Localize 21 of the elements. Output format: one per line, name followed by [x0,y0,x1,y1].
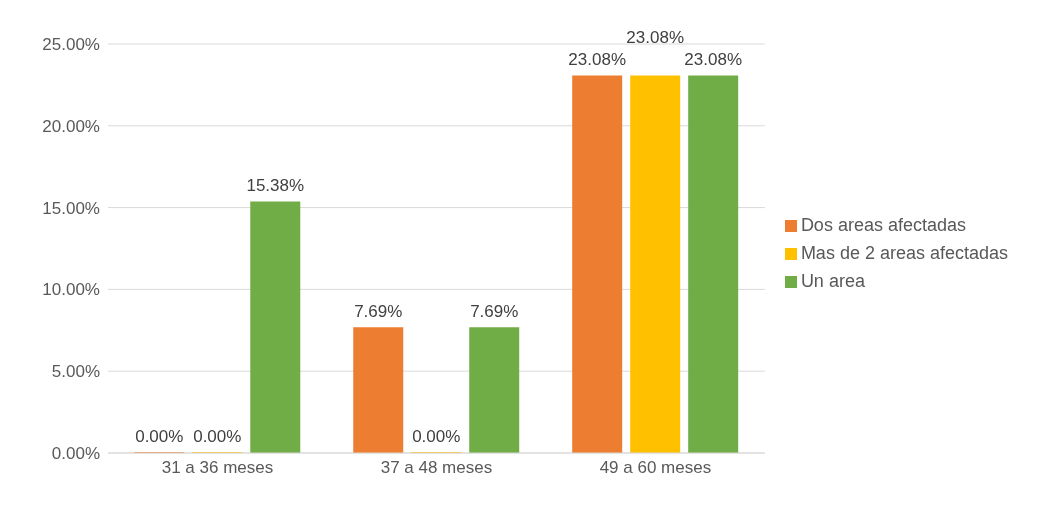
legend-label: Mas de 2 areas afectadas [800,243,1008,263]
y-tick-label: 15.00% [42,198,100,218]
y-tick-label: 20.00% [42,116,100,136]
y-tick-label: 0.00% [51,444,100,464]
y-tick-label: 5.00% [51,362,100,382]
x-tick-label: 49 a 60 meses [599,458,712,478]
legend-label: Dos areas afectadas [800,215,966,235]
legend-label: Un area [800,271,865,291]
x-tick-label: 37 a 48 meses [380,458,493,478]
x-tick-label: 31 a 36 meses [161,458,274,478]
data-label: 23.08% [684,50,743,70]
data-label: 15.38% [246,176,305,196]
data-label: 0.00% [135,427,184,446]
data-label: 0.00% [193,427,242,446]
y-tick-label: 25.00% [42,35,100,55]
data-label: 23.08% [568,50,627,70]
data-label: 7.69% [354,302,403,322]
data-label: 0.00% [412,427,461,446]
y-tick-label: 10.00% [42,280,100,300]
data-label: 23.08% [626,28,685,48]
data-label: 7.69% [470,302,519,322]
